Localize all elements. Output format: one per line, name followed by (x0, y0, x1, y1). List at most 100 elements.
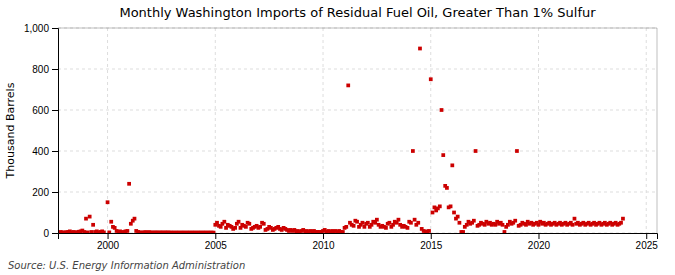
point (449, 204, 453, 208)
point (515, 149, 519, 153)
grid-line (215, 28, 216, 233)
point (341, 230, 345, 233)
point (233, 226, 237, 230)
tick-mark (52, 28, 58, 29)
tick-mark (431, 233, 432, 239)
point (513, 219, 517, 223)
point (258, 225, 262, 229)
frame-line (58, 28, 657, 29)
point (352, 224, 356, 228)
grid-line (58, 110, 657, 111)
point (621, 217, 625, 221)
tick-label: 2025 (636, 240, 659, 251)
tick: 0 (43, 228, 58, 239)
tick: 800 (32, 64, 58, 75)
point (409, 221, 413, 225)
point (397, 218, 401, 222)
chart: 2000 2005 2010 2015 2020 2025 0 200 400 600 800 1,0… (0, 0, 675, 275)
tick-mark (52, 110, 58, 111)
point (474, 149, 478, 153)
point (431, 211, 435, 215)
tick-label: 2000 (97, 240, 120, 251)
y-axis: 0 200 400 600 800 1,000 (24, 23, 59, 239)
tick: 2015 (420, 233, 443, 251)
point (82, 230, 86, 233)
tick: 2005 (205, 233, 228, 251)
point (456, 215, 460, 219)
point (88, 215, 92, 219)
point (411, 149, 415, 153)
point (406, 226, 410, 230)
point (127, 182, 131, 186)
point (472, 219, 476, 223)
point (346, 84, 350, 88)
tick-mark (52, 151, 58, 152)
tick-mark (52, 69, 58, 70)
point (86, 231, 90, 233)
point (503, 230, 507, 233)
frame-line (657, 28, 658, 233)
point (619, 221, 623, 225)
point (450, 163, 454, 167)
tick-label: 800 (32, 64, 49, 75)
point (440, 108, 444, 112)
point (90, 230, 94, 233)
point (416, 221, 420, 225)
tick-mark (538, 233, 539, 239)
point (429, 77, 433, 81)
point (355, 220, 359, 224)
tick-label: 0 (43, 228, 49, 239)
grid-line (646, 28, 647, 233)
point (384, 226, 388, 230)
axis-line (52, 29, 59, 234)
grid-line (430, 28, 431, 233)
tick: 2010 (312, 233, 335, 251)
point (501, 223, 505, 227)
point (375, 218, 379, 222)
tick-label: 2015 (420, 240, 443, 251)
point (133, 217, 137, 221)
point (262, 222, 266, 226)
tick: 2025 (636, 233, 659, 251)
tick: 200 (32, 187, 58, 198)
point (445, 186, 449, 190)
grid-line (323, 28, 324, 233)
point (102, 231, 106, 233)
point (573, 217, 577, 221)
tick-label: 2005 (205, 240, 228, 251)
point (109, 220, 113, 224)
grid (58, 28, 657, 233)
point (438, 204, 442, 208)
tick-label: 200 (32, 187, 49, 198)
point (366, 221, 370, 225)
tick-mark (215, 233, 216, 239)
tick: 1,000 (24, 23, 58, 34)
point (247, 222, 251, 226)
tick-label: 1,000 (24, 23, 49, 34)
point (361, 221, 365, 225)
tick-label: 2010 (312, 240, 335, 251)
tick-label: 400 (32, 146, 49, 157)
point (427, 229, 431, 233)
axis-line (59, 234, 658, 240)
y-axis-title: Thousand Barrels (4, 82, 17, 179)
plot-area: 2000 2005 2010 2015 2020 2025 0 200 400 600 800 1,0… (24, 23, 658, 251)
tick: 600 (32, 105, 58, 116)
grid-line (58, 151, 657, 152)
point (237, 220, 241, 224)
point (388, 221, 392, 225)
point (441, 153, 445, 157)
source: Source: U.S. Energy Information Administ… (8, 260, 245, 271)
title: Monthly Washington Imports of Residual F… (119, 5, 596, 20)
tick-label: 2020 (528, 240, 551, 251)
tick-label: 600 (32, 105, 49, 116)
tick-mark (323, 233, 324, 239)
grid-line (58, 28, 657, 29)
tick: 400 (32, 146, 58, 157)
point (418, 47, 422, 51)
point (244, 225, 248, 229)
point (126, 229, 130, 233)
point (413, 218, 417, 222)
point (106, 200, 110, 204)
grid-line (58, 192, 657, 193)
